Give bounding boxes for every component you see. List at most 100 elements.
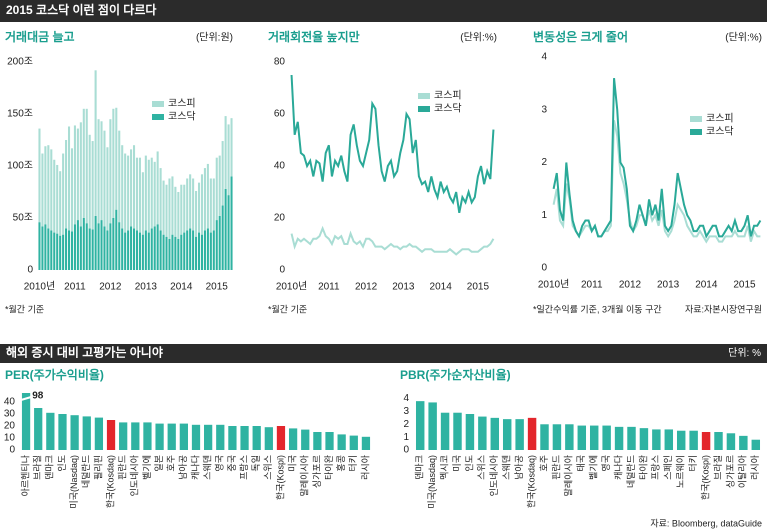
bar-segment (50, 230, 53, 270)
y-tick-label: 4 (541, 52, 547, 63)
x-tick-label: 덴마크 (415, 455, 425, 480)
bar-segment (115, 107, 118, 210)
bar-segment (197, 182, 201, 233)
x-tick-label: 인도 (57, 455, 67, 472)
x-tick-label: 한국(Kosdaq) (526, 455, 536, 508)
x-tick-label: 인도네시아 (130, 454, 140, 496)
y-tick-label: 150조 (7, 109, 33, 120)
x-tick-label: 인도 (464, 455, 474, 472)
bar-segment (112, 108, 115, 218)
bar (240, 426, 249, 450)
x-tick-label: 네덜란드 (80, 455, 91, 488)
x-tick-label: 2011 (64, 282, 86, 293)
x-tick-label: 벨기에 (589, 455, 599, 480)
bar-segment (195, 236, 198, 270)
bar (143, 422, 152, 450)
bar (313, 432, 322, 450)
bar-segment (130, 226, 133, 270)
bar-segment (67, 230, 71, 270)
bar (453, 412, 462, 450)
legend-label: 코스닥 (434, 103, 462, 115)
header-title: 2015 코스닥 이런 점이 다르다 (6, 2, 156, 17)
bar (70, 415, 79, 450)
bar (301, 429, 310, 450)
legend-swatch (690, 129, 702, 135)
bar-segment (85, 108, 88, 224)
bar (726, 433, 736, 450)
bar-segment (97, 223, 100, 270)
bar-segment (156, 224, 159, 270)
bar-segment (192, 230, 195, 270)
line (290, 74, 495, 213)
bar (21, 393, 31, 450)
chart-title: PBR(주가순자산비율) (400, 367, 511, 382)
bar-segment (62, 153, 65, 235)
bar-segment (44, 224, 47, 270)
y-tick-label: 0 (279, 265, 285, 276)
bar-segment (88, 228, 91, 270)
x-tick-label: 노르웨이 (675, 455, 686, 488)
x-tick-label: 캐나다 (613, 454, 623, 480)
x-tick-label: 미국(Nasdaq) (69, 455, 79, 509)
y-tick-label: 20 (4, 421, 16, 432)
bar (415, 401, 425, 450)
y-tick-label: 200조 (7, 57, 33, 68)
bar-segment (85, 223, 88, 270)
legend-swatch (152, 101, 164, 107)
x-tick-label: 태국 (576, 455, 586, 472)
x-tick-label: 캐나다 (190, 454, 200, 480)
bar-segment (218, 155, 221, 216)
bar-segment (130, 149, 133, 227)
bar-segment (180, 234, 183, 270)
bar (527, 417, 537, 450)
bar-segment (192, 178, 195, 231)
legend-label: 코스피 (168, 98, 196, 110)
y-tick-label: 1 (403, 432, 409, 443)
bar-segment (82, 108, 85, 218)
y-tick-label: 20 (274, 213, 286, 224)
bar-segment (79, 122, 82, 227)
chart-title: PER(주가수익비율) (5, 367, 104, 382)
bar-segment (124, 153, 127, 233)
bar-segment (150, 157, 153, 229)
bar (490, 417, 500, 450)
bar (252, 426, 261, 450)
bar-segment (165, 184, 168, 237)
x-tick-label: 영국 (215, 455, 225, 472)
bar-segment (70, 231, 74, 270)
x-tick-label: 인도네시아 (489, 454, 499, 496)
unit-label: (단위:원) (196, 31, 233, 44)
x-tick-label: 2011 (318, 282, 340, 293)
x-tick-label: 스웨덴 (202, 455, 213, 480)
bar (155, 423, 164, 450)
bar-segment (59, 235, 62, 270)
x-tick-label: 2010년 (24, 281, 55, 293)
bar (119, 422, 128, 450)
bar-segment (127, 230, 130, 270)
header-bar (0, 0, 767, 22)
legend-swatch (418, 106, 430, 112)
x-tick-label: 말레이시아 (563, 454, 574, 496)
unit-label: (단위:%) (460, 31, 497, 44)
x-tick-label: 일본 (154, 455, 164, 472)
bar-segment (218, 215, 221, 270)
bar-segment (224, 188, 227, 270)
x-tick-label: 필리핀 (92, 455, 103, 480)
bar-segment (59, 171, 62, 236)
bar-segment (183, 184, 186, 233)
x-tick-label: 한국(Kospi) (700, 455, 710, 500)
bar-segment (189, 228, 192, 270)
x-tick-label: 미국(Nasdaq) (427, 455, 437, 509)
bar-segment (186, 230, 189, 270)
note: *월간 기준 (268, 303, 307, 314)
x-tick-label: 미국 (287, 455, 297, 472)
bar (627, 426, 636, 450)
bar-segment (112, 218, 115, 270)
bar-segment (132, 145, 136, 229)
x-tick-label: 덴마크 (45, 455, 55, 480)
bar (552, 424, 562, 450)
bar-segment (153, 226, 156, 270)
legend-swatch (152, 114, 164, 120)
bar-segment (215, 220, 218, 270)
x-tick-label: 2013 (135, 282, 158, 293)
